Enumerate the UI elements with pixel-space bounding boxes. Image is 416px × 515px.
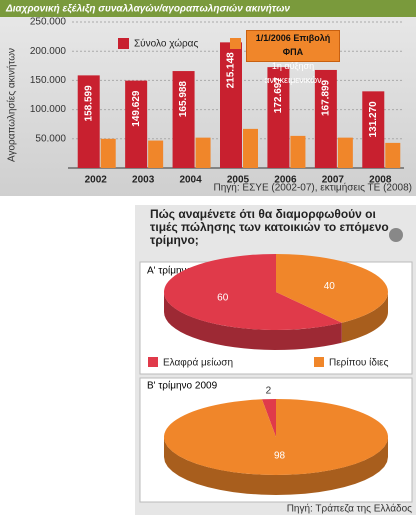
data-label: 149.629 [131, 90, 142, 127]
bar [100, 138, 116, 168]
pie-slice [276, 254, 389, 323]
bar [77, 75, 100, 168]
x-tick-label: 2007 [322, 175, 345, 186]
data-label: 215.148 [226, 52, 237, 89]
data-label: 172.697 [273, 77, 284, 114]
data-label: 98 [274, 451, 286, 462]
pie-title: Πώς αναμένετε ότι θα διαμορφωθούν οι τιμ… [150, 207, 389, 247]
data-label: 40 [324, 281, 336, 292]
legend-swatch [148, 357, 158, 367]
bar [220, 42, 242, 168]
x-tick-label: 2008 [369, 175, 392, 186]
legend-swatch [118, 38, 129, 49]
bar [125, 80, 148, 168]
pie-slice [164, 254, 342, 330]
bar [290, 135, 306, 168]
y-tick-label: 150.000 [30, 75, 67, 86]
x-tick-label: 2005 [227, 175, 250, 186]
x-tick-label: 2003 [132, 175, 155, 186]
y-axis-label: Αγοραπωλησίες ακινήτων [6, 48, 18, 162]
bar [337, 137, 353, 168]
data-label: 2 [266, 386, 272, 397]
legend-swatch [314, 357, 324, 367]
bar [267, 67, 290, 168]
bar [243, 128, 258, 168]
data-label: 131.270 [368, 101, 379, 138]
y-tick-label: 200.000 [30, 46, 67, 57]
x-tick-label: 2006 [274, 175, 297, 186]
annotation: 1η αύξηση αντικειμενικών [264, 61, 322, 85]
y-tick-label: 250.000 [30, 17, 67, 28]
source: Πηγή: ΕΣΥΕ (2002-07), εκτιμήσεις ΤΕ (200… [214, 182, 412, 194]
x-tick-label: 2004 [179, 175, 202, 186]
annotation-box: 1/1/2006 Επιβολή ΦΠΑ 1η αύξηση αντικειμε… [246, 30, 340, 85]
data-label: 167.899 [320, 79, 331, 116]
pie-side [341, 292, 388, 343]
bar [314, 69, 337, 168]
chart-title: Διαχρονική εξέλιξη συναλλαγών/αγοραπωλησ… [5, 4, 290, 15]
x-tick-label: 2002 [85, 175, 108, 186]
legend-label: Σύνολο χώρας [134, 38, 198, 50]
y-tick-label: 50.000 [35, 133, 66, 144]
pie-side [164, 437, 388, 495]
data-label: 165.988 [178, 81, 189, 118]
bar [172, 71, 195, 168]
legend-label: Περίπου ίδιες [329, 357, 389, 369]
annotation: 1/1/2006 Επιβολή ΦΠΑ [255, 33, 331, 57]
bar [195, 137, 211, 168]
y-tick-label: 100.000 [30, 104, 67, 115]
legend-swatch [230, 38, 241, 49]
data-label: 158.599 [83, 85, 94, 122]
bar [362, 91, 385, 168]
title-bar [0, 0, 416, 17]
pie-slice [164, 399, 389, 475]
pie-subtitle: Β' τρίμηνο 2009 [147, 380, 218, 392]
bar [148, 140, 164, 168]
legend-label: Ελαφρά μείωση [163, 357, 233, 369]
icon [389, 228, 403, 242]
source: Πηγή: Τράπεζα της Ελλάδος [287, 503, 412, 515]
data-label: 60 [217, 293, 229, 304]
bar [385, 142, 401, 168]
pie-slice [261, 399, 276, 437]
pie-side [164, 292, 342, 350]
